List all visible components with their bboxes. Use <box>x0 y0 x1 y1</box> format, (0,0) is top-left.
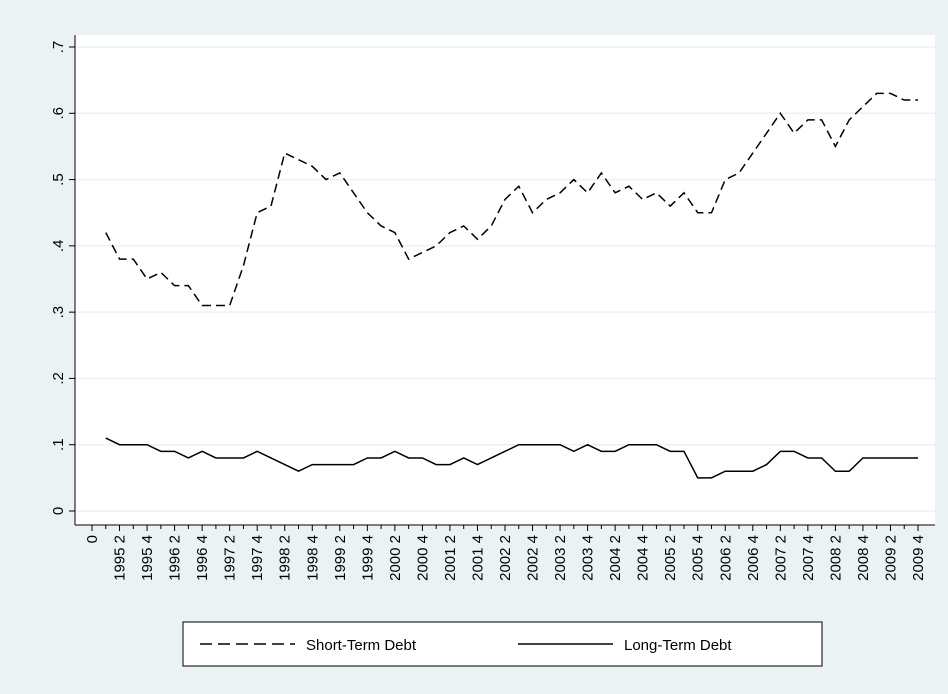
x-tick-label: 2007 4 <box>800 535 817 581</box>
series-line <box>105 92 918 307</box>
x-tick-label: 2004 2 <box>607 535 624 581</box>
y-tick-label: 0 <box>50 507 67 515</box>
x-tick-label: 1998 2 <box>277 535 294 581</box>
x-tick-label: 2002 2 <box>497 535 514 581</box>
x-tick-label: 2009 2 <box>882 535 899 581</box>
y-tick-label: .3 <box>50 306 67 319</box>
x-tick-label: 2003 4 <box>580 535 597 581</box>
x-tick-label: 1996 2 <box>167 535 184 581</box>
x-tick-label: 1995 4 <box>139 535 156 581</box>
x-tick-label: 1997 2 <box>222 535 239 581</box>
x-tick-label: 2001 2 <box>442 535 459 581</box>
y-tick-label: .6 <box>50 107 67 120</box>
y-tick-label: .7 <box>50 41 67 54</box>
x-tick-label: 2004 4 <box>635 535 652 581</box>
x-tick-label: 2009 4 <box>910 535 927 581</box>
x-tick-label: 1996 4 <box>194 535 211 581</box>
x-tick-label: 2000 4 <box>414 535 431 581</box>
x-tick-label: 1998 4 <box>304 535 321 581</box>
x-tick-label: 2006 4 <box>745 535 762 581</box>
plot-area <box>75 35 935 525</box>
y-tick-label: .4 <box>50 240 67 253</box>
x-tick-label: 1999 4 <box>359 535 376 581</box>
legend-label: Long-Term Debt <box>624 637 732 654</box>
y-tick-label: .5 <box>50 173 67 186</box>
x-tick-label: 2005 2 <box>662 535 679 581</box>
x-tick-label: 2005 4 <box>690 535 707 581</box>
x-tick-label: 2001 4 <box>469 535 486 581</box>
x-tick-label: 0 <box>84 535 101 543</box>
x-tick-label: 2008 4 <box>855 535 872 581</box>
y-tick-label: .1 <box>50 438 67 451</box>
x-tick-label: 1995 2 <box>112 535 129 581</box>
series-line <box>105 437 918 479</box>
x-tick-label: 2000 2 <box>387 535 404 581</box>
x-tick-label: 2003 2 <box>552 535 569 581</box>
x-tick-label: 1997 4 <box>249 535 266 581</box>
legend-box <box>182 621 823 667</box>
x-tick-label: 2006 2 <box>717 535 734 581</box>
x-tick-label: 2007 2 <box>772 535 789 581</box>
legend-label: Short-Term Debt <box>306 637 417 654</box>
x-tick-label: 2002 4 <box>525 535 542 581</box>
x-tick-label: 2008 2 <box>827 535 844 581</box>
y-tick-label: .2 <box>50 372 67 385</box>
x-tick-label: 1999 2 <box>332 535 349 581</box>
